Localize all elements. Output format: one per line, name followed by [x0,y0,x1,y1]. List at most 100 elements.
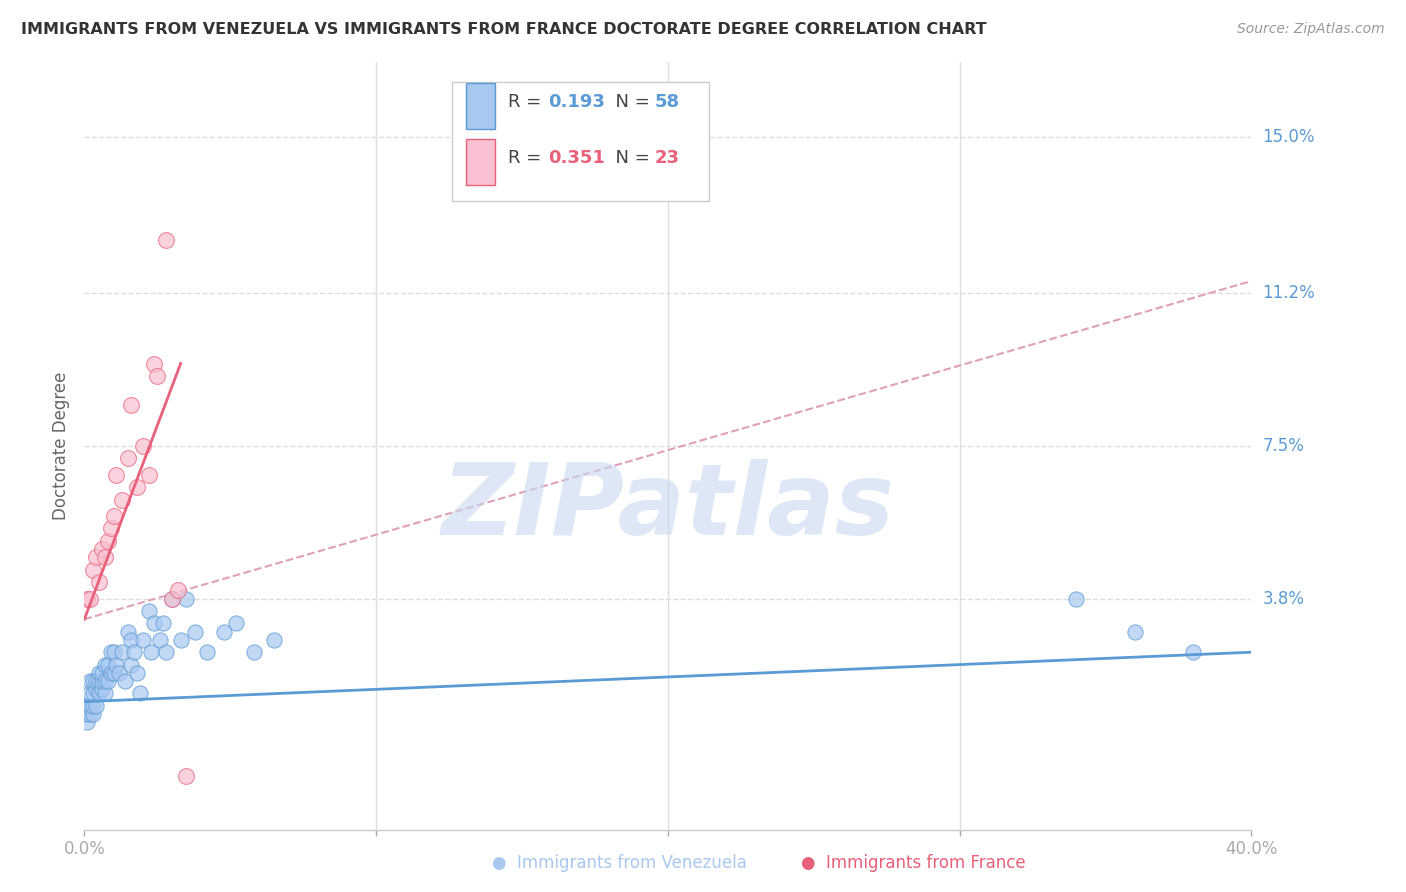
Text: 23: 23 [655,149,681,168]
Text: 15.0%: 15.0% [1263,128,1315,145]
Text: ZIPatlas: ZIPatlas [441,458,894,556]
Point [160,591,183,606]
Point [214,624,236,639]
Point [103,509,125,524]
Point [108,665,131,680]
Text: ●  Immigrants from Venezuela: ● Immigrants from Venezuela [492,855,747,872]
Point [125,665,148,680]
Point [152,616,174,631]
Text: 0.193: 0.193 [548,94,605,112]
Text: ●  Immigrants from France: ● Immigrants from France [801,855,1026,872]
Point [97,533,120,548]
Point [100,645,122,659]
Point [76,715,98,730]
Point [132,632,155,647]
Point [87,686,110,700]
Point [103,645,125,659]
Text: R =: R = [508,94,547,112]
Point [105,467,128,482]
Point [263,632,285,647]
Point [169,632,191,647]
Point [105,657,128,672]
Text: IMMIGRANTS FROM VENEZUELA VS IMMIGRANTS FROM FRANCE DOCTORATE DEGREE CORRELATION: IMMIGRANTS FROM VENEZUELA VS IMMIGRANTS … [21,22,987,37]
FancyBboxPatch shape [465,83,495,129]
Y-axis label: Doctorate Degree: Doctorate Degree [52,372,70,520]
Point [120,632,142,647]
Point [82,698,104,713]
Point [94,550,117,565]
Point [184,624,207,639]
Point [94,674,117,689]
Point [1182,645,1205,659]
Point [120,398,142,412]
Point [84,682,107,697]
Point [76,698,98,713]
Point [242,645,264,659]
Point [117,624,139,639]
Point [82,707,104,722]
Point [94,686,117,700]
Point [138,467,160,482]
Point [79,674,101,689]
Point [1123,624,1146,639]
Point [90,674,112,689]
Point [76,707,98,722]
Point [1066,591,1088,606]
Point [122,645,145,659]
Point [155,233,177,247]
FancyBboxPatch shape [465,139,495,186]
Point [149,632,172,647]
Point [195,645,218,659]
Point [87,665,110,680]
Point [97,674,120,689]
Point [82,674,104,689]
Point [79,707,101,722]
Point [87,674,110,689]
Text: Source: ZipAtlas.com: Source: ZipAtlas.com [1237,22,1385,37]
Text: 7.5%: 7.5% [1263,437,1305,455]
Text: 58: 58 [655,94,681,112]
Point [176,591,198,606]
Point [132,439,155,453]
Point [90,682,112,697]
Point [125,480,148,494]
Point [225,616,247,631]
Text: N =: N = [603,149,655,168]
Point [82,686,104,700]
Point [103,665,125,680]
Point [166,583,188,598]
Point [141,645,163,659]
Point [90,665,112,680]
Point [176,769,198,783]
Point [160,591,183,606]
Point [94,657,117,672]
Point [114,674,136,689]
Point [146,368,169,383]
Text: 0.351: 0.351 [548,149,605,168]
FancyBboxPatch shape [451,81,709,201]
Point [82,563,104,577]
Point [79,591,101,606]
Point [111,492,134,507]
Point [111,645,134,659]
Point [76,591,98,606]
Point [143,357,166,371]
Point [84,550,107,565]
Point [138,604,160,618]
Point [100,665,122,680]
Point [97,657,120,672]
Point [90,542,112,557]
Text: N =: N = [603,94,655,112]
Point [79,686,101,700]
Point [100,521,122,535]
Point [155,645,177,659]
Text: 11.2%: 11.2% [1263,285,1315,302]
Point [84,674,107,689]
Point [128,686,150,700]
Point [117,451,139,466]
Text: 3.8%: 3.8% [1263,590,1305,607]
Text: R =: R = [508,149,547,168]
Point [143,616,166,631]
Point [87,575,110,590]
Point [84,698,107,713]
